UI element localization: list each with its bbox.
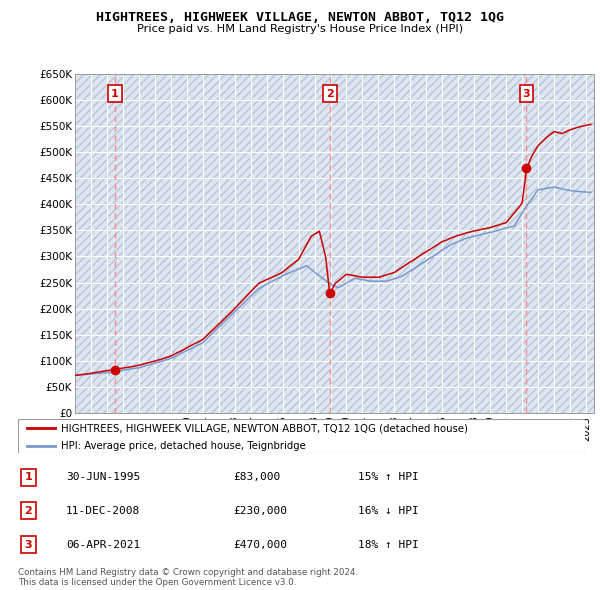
Text: 18% ↑ HPI: 18% ↑ HPI (358, 539, 419, 549)
Text: 06-APR-2021: 06-APR-2021 (66, 539, 140, 549)
Text: HIGHTREES, HIGHWEEK VILLAGE, NEWTON ABBOT, TQ12 1QG (detached house): HIGHTREES, HIGHWEEK VILLAGE, NEWTON ABBO… (61, 424, 467, 434)
Text: Contains HM Land Registry data © Crown copyright and database right 2024.
This d: Contains HM Land Registry data © Crown c… (18, 568, 358, 587)
Text: HIGHTREES, HIGHWEEK VILLAGE, NEWTON ABBOT, TQ12 1QG: HIGHTREES, HIGHWEEK VILLAGE, NEWTON ABBO… (96, 11, 504, 24)
Text: 3: 3 (25, 539, 32, 549)
Text: 15% ↑ HPI: 15% ↑ HPI (358, 473, 419, 483)
Text: £470,000: £470,000 (233, 539, 287, 549)
Text: 3: 3 (523, 88, 530, 99)
Text: 30-JUN-1995: 30-JUN-1995 (66, 473, 140, 483)
Text: 1: 1 (111, 88, 119, 99)
FancyBboxPatch shape (18, 419, 585, 453)
Text: Price paid vs. HM Land Registry's House Price Index (HPI): Price paid vs. HM Land Registry's House … (137, 24, 463, 34)
Text: £83,000: £83,000 (233, 473, 281, 483)
Text: 2: 2 (25, 506, 32, 516)
Text: 1: 1 (25, 473, 32, 483)
Text: £230,000: £230,000 (233, 506, 287, 516)
Text: 2: 2 (326, 88, 334, 99)
Text: 16% ↓ HPI: 16% ↓ HPI (358, 506, 419, 516)
Text: 11-DEC-2008: 11-DEC-2008 (66, 506, 140, 516)
Text: HPI: Average price, detached house, Teignbridge: HPI: Average price, detached house, Teig… (61, 441, 305, 451)
